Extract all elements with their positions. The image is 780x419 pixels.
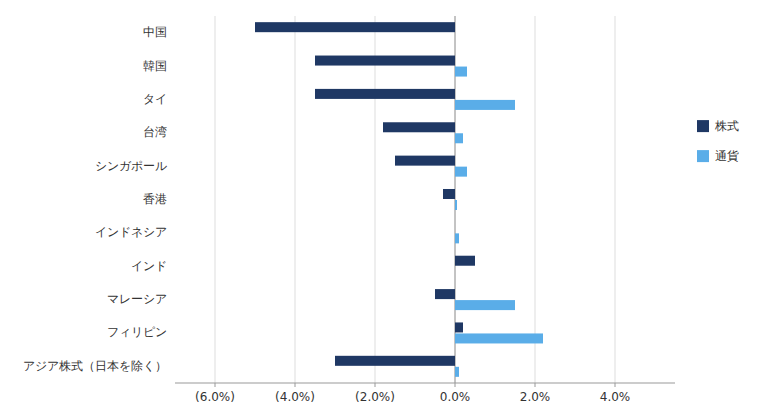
bar [435, 289, 455, 299]
grid-line [215, 16, 216, 383]
bars [255, 22, 543, 377]
tick-label: (6.0%) [195, 390, 235, 404]
bar [335, 356, 455, 366]
legend-label: 株式 [714, 119, 739, 133]
bar [315, 56, 455, 66]
bar [455, 200, 457, 210]
bar [455, 33, 456, 43]
category-label: インド [131, 259, 167, 273]
tick-label: (2.0%) [355, 390, 395, 404]
bar [455, 367, 459, 377]
bar [455, 100, 515, 110]
bar [455, 133, 463, 143]
bar [455, 222, 456, 232]
category-label: 韓国 [143, 59, 167, 73]
legend-label: 通貨 [715, 149, 739, 163]
bar [455, 267, 456, 277]
category-label: タイ [143, 92, 167, 106]
x-axis: (6.0%) (4.0%) (2.0%) 0.0% 2.0% 4.0% [175, 383, 675, 404]
legend-swatch [697, 150, 709, 162]
legend: 株式通貨 [697, 119, 739, 163]
category-label: フィリピン [107, 325, 167, 339]
bar [455, 233, 459, 243]
bar [455, 322, 463, 332]
bar [455, 300, 515, 310]
tick-label: 0.0% [440, 390, 471, 404]
bar [443, 189, 455, 199]
bar [455, 67, 467, 77]
bar [395, 156, 455, 166]
tick-label: 2.0% [520, 390, 551, 404]
category-label: 中国 [143, 25, 167, 39]
tick-label: (4.0%) [275, 390, 315, 404]
tick-mark [215, 383, 216, 387]
tick-label: 4.0% [600, 390, 631, 404]
tick-mark [455, 383, 456, 387]
grid-line [295, 16, 296, 383]
grid-line [535, 16, 536, 383]
bar [383, 122, 455, 132]
chart: (6.0%) (4.0%) (2.0%) 0.0% 2.0% 4.0% 中国韓国タイ台湾シン… [0, 0, 780, 419]
bar [455, 333, 543, 343]
legend-swatch [697, 120, 709, 132]
grid [215, 16, 615, 383]
tick-mark [615, 383, 616, 387]
bar [455, 256, 475, 266]
category-label: インドネシア [95, 225, 167, 239]
category-label: 台湾 [143, 125, 167, 139]
tick-mark [295, 383, 296, 387]
category-label: マレーシア [107, 292, 167, 306]
bar [315, 89, 455, 99]
bar [455, 167, 467, 177]
tick-mark [535, 383, 536, 387]
category-label: 香港 [143, 192, 167, 206]
axis-line [175, 383, 675, 384]
grid-line [615, 16, 616, 383]
category-label: シンガポール [95, 159, 167, 173]
grid-line [375, 16, 376, 383]
bar [255, 22, 455, 32]
tick-mark [375, 383, 376, 387]
y-axis: 中国韓国タイ台湾シンガポール香港インドネシアインドマレーシアフィリピンアジア株式… [23, 25, 167, 373]
category-label: アジア株式（日本を除く） [23, 359, 167, 373]
